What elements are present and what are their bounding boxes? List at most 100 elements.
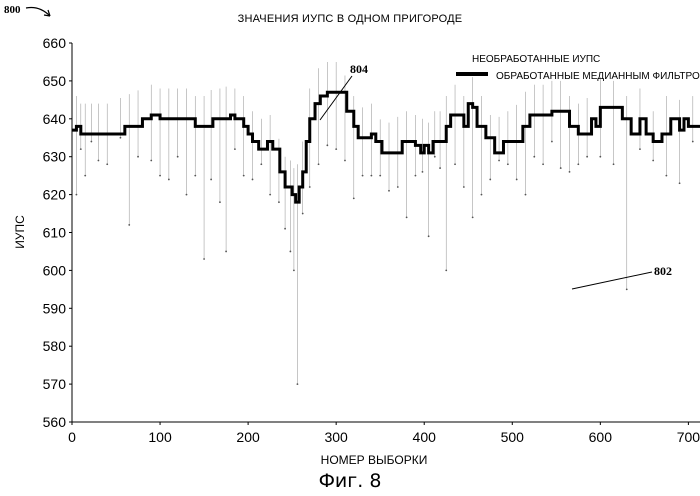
y-tick-label: 570 xyxy=(43,376,67,392)
raw-data-point-marker xyxy=(613,163,615,165)
raw-data-point-marker xyxy=(128,224,130,226)
raw-data-point-marker xyxy=(445,270,447,272)
raw-data-point-marker xyxy=(577,163,579,165)
raw-data-point-marker xyxy=(344,160,346,162)
raw-data-point-marker xyxy=(84,175,86,177)
x-axis-label: НОМЕР ВЫБОРКИ xyxy=(321,453,428,467)
raw-data-point-marker xyxy=(397,186,399,188)
raw-data-point-marker xyxy=(481,194,483,196)
raw-data-point-marker xyxy=(463,186,465,188)
raw-data-point-marker xyxy=(252,179,254,181)
raw-data-point-marker xyxy=(297,383,299,385)
raw-data-point-marker xyxy=(428,235,430,237)
annotations: НЕОБРАБОТАННЫЕ ИУПС ОБРАБОТАННЫЕ МЕДИАННЫ… xyxy=(320,54,700,289)
y-tick-label: 590 xyxy=(43,300,67,316)
raw-data-point-marker xyxy=(406,216,408,218)
x-tick-label: 0 xyxy=(68,429,76,445)
y-tick-label: 630 xyxy=(43,149,67,165)
raw-data-layer xyxy=(76,62,700,385)
raw-data-point-marker xyxy=(586,156,588,158)
raw-data-point-marker xyxy=(542,163,544,165)
raw-data-point-marker xyxy=(289,251,291,253)
raw-data-point-marker xyxy=(243,175,245,177)
raw-data-point-marker xyxy=(415,175,417,177)
raw-data-point-marker xyxy=(516,179,518,181)
raw-data-point-marker xyxy=(106,163,108,165)
raw-data-point-marker xyxy=(626,288,628,290)
x-tick-label: 500 xyxy=(501,429,525,445)
y-tick-label: 600 xyxy=(43,262,67,278)
raw-data-point-marker xyxy=(76,194,78,196)
raw-data-point-marker xyxy=(679,182,681,184)
raw-data-point-marker xyxy=(652,160,654,162)
raw-data-point-marker xyxy=(90,141,92,143)
raw-data-point-marker xyxy=(194,175,196,177)
y-tick-label: 610 xyxy=(43,225,67,241)
raw-data-point-marker xyxy=(159,175,161,177)
raw-data-point-marker xyxy=(210,179,212,181)
raw-data-point-marker xyxy=(665,175,667,177)
raw-data-point-marker xyxy=(269,194,271,196)
raw-data-point-marker xyxy=(284,228,286,230)
raw-data-point-marker xyxy=(120,137,122,139)
raw-data-point-marker xyxy=(439,167,441,169)
filtered-series-line xyxy=(72,92,700,202)
raw-data-point-marker xyxy=(80,148,82,150)
x-tick-label: 700 xyxy=(677,429,700,445)
raw-data-point-marker xyxy=(599,156,601,158)
raw-data-point-marker xyxy=(203,258,205,260)
legend-filtered-label: ОБРАБОТАННЫЕ МЕДИАННЫМ ФИЛЬТРОМ xyxy=(496,71,700,82)
raw-data-point-marker xyxy=(388,190,390,192)
raw-data-point-marker xyxy=(309,186,311,188)
raw-data-point-marker xyxy=(234,148,236,150)
legend-raw-label: НЕОБРАБОТАННЫЕ ИУПС xyxy=(472,54,600,65)
raw-data-point-marker xyxy=(335,148,337,150)
figure-caption: Фиг. 8 xyxy=(0,470,700,492)
raw-data-point-marker xyxy=(278,201,280,203)
x-tick-label: 300 xyxy=(324,429,348,445)
raw-data-point-marker xyxy=(379,175,381,177)
raw-data-point-marker xyxy=(551,141,553,143)
raw-data-point-marker xyxy=(137,156,139,158)
raw-data-point-marker xyxy=(219,201,221,203)
raw-data-point-marker xyxy=(362,175,364,177)
raw-data-point-marker xyxy=(177,156,179,158)
raw-data-point-marker xyxy=(507,163,509,165)
raw-data-point-marker xyxy=(318,163,320,165)
raw-data-point-marker xyxy=(353,197,355,199)
y-tick-label: 650 xyxy=(43,73,67,89)
raw-data-point-marker xyxy=(168,179,170,181)
y-axis-label: ИУПС xyxy=(13,215,27,249)
y-tick-label: 620 xyxy=(43,187,67,203)
raw-data-point-marker xyxy=(150,160,152,162)
y-tick-label: 640 xyxy=(43,111,67,127)
y-tick-label: 660 xyxy=(43,35,67,51)
y-tick-label: 560 xyxy=(43,414,67,430)
raw-data-point-marker xyxy=(422,171,424,173)
callout-802-leader xyxy=(572,272,652,289)
raw-data-point-marker xyxy=(472,216,474,218)
axes: 6606506406306206106005905805705600100200… xyxy=(13,35,700,467)
raw-data-point-marker xyxy=(370,175,372,177)
callout-804: 804 xyxy=(350,62,368,76)
x-tick-label: 600 xyxy=(589,429,613,445)
raw-data-point-marker xyxy=(454,163,456,165)
y-tick-label: 580 xyxy=(43,338,67,354)
callout-802: 802 xyxy=(654,264,672,278)
x-tick-label: 200 xyxy=(236,429,260,445)
filtered-line-layer xyxy=(72,92,700,202)
raw-data-point-marker xyxy=(434,156,436,158)
raw-data-point-marker xyxy=(98,160,100,162)
raw-data-point-marker xyxy=(533,156,535,158)
raw-data-point-marker xyxy=(326,144,328,146)
raw-data-point-marker xyxy=(489,179,491,181)
raw-data-point-marker xyxy=(569,171,571,173)
raw-data-point-marker xyxy=(186,194,188,196)
raw-data-point-marker xyxy=(525,194,527,196)
raw-data-point-marker xyxy=(293,270,295,272)
raw-data-point-marker xyxy=(692,141,694,143)
raw-data-point-marker xyxy=(498,160,500,162)
raw-data-point-marker xyxy=(560,167,562,169)
x-tick-label: 400 xyxy=(413,429,437,445)
